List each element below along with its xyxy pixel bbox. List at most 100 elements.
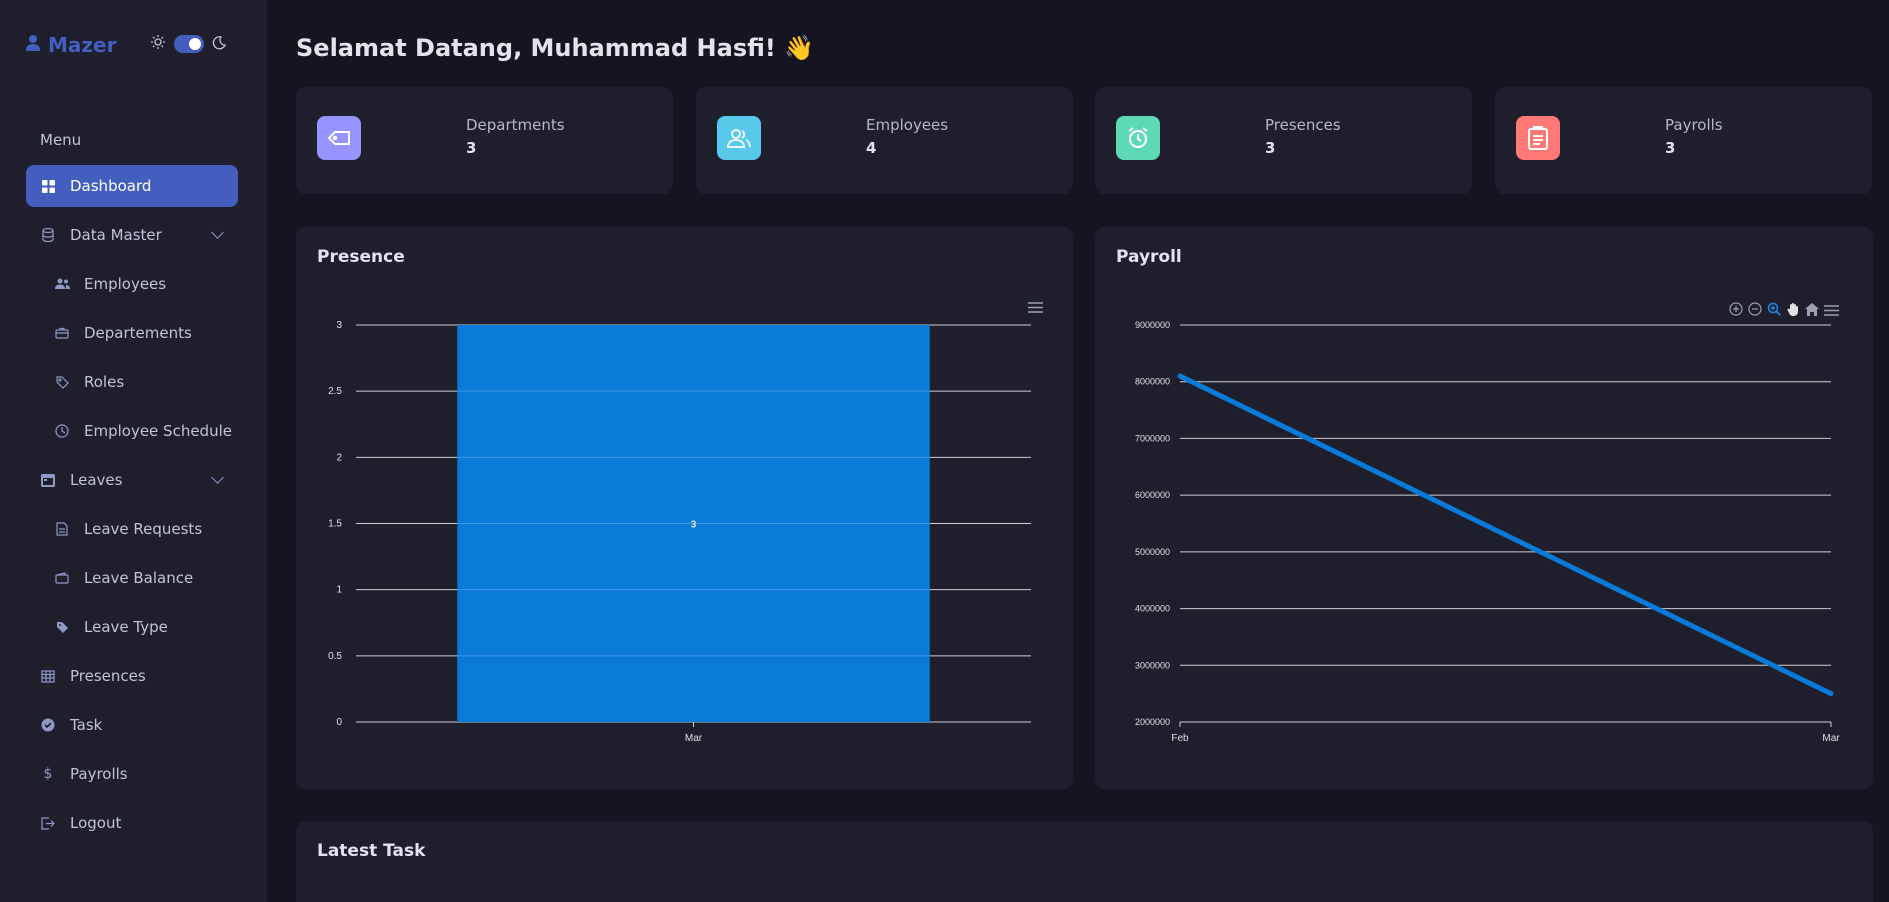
grid-icon [40,178,56,194]
sidebar-item-label: Task [70,716,103,734]
y-tick-label: 2.5 [328,386,342,397]
sidebar-item-label: Presences [70,667,146,685]
y-tick-label: 8000000 [1135,377,1170,387]
zoom-in-icon[interactable] [1729,301,1743,320]
y-tick-label: 0.5 [328,651,342,662]
y-tick-label: 2000000 [1135,717,1170,727]
people-icon [717,116,761,160]
zoom-select-icon[interactable] [1767,301,1782,320]
sidebar-item-data-master[interactable]: Data Master [26,214,238,256]
home-icon[interactable] [1805,301,1819,320]
stat-value: 3 [1665,139,1676,157]
y-tick-label: 7000000 [1135,433,1170,443]
y-tick-label: 4000000 [1135,604,1170,614]
presence-panel: Presence 0 0.5 1 1.5 2 2.5 3 3 Mar [296,227,1073,789]
sun-icon [150,34,166,54]
sidebar-item-presences[interactable]: Presences [26,655,238,697]
dollar-icon: $ [43,766,53,782]
sidebar-item-label: Roles [84,373,125,391]
y-tick-label: 9000000 [1135,320,1170,330]
y-tick-label: 6000000 [1135,490,1170,500]
people-icon [54,276,70,292]
latest-task-panel: Latest Task [296,821,1873,902]
alarm-icon [1116,116,1160,160]
series-line [1177,373,1834,697]
sidebar-item-label: Employee Schedule [84,422,232,440]
sidebar-item-label: Payrolls [70,765,128,783]
chart-toolbar [1729,301,1839,320]
sidebar-item-label: Data Master [70,226,162,244]
sidebar-item-label: Employees [84,275,167,293]
wallet-icon [54,570,70,586]
stat-value: 3 [466,139,477,157]
stat-label: Presences [1265,116,1341,134]
stat-card-payrolls: Payrolls 3 [1495,87,1872,194]
sidebar-item-label: Leaves [70,471,123,489]
sidebar-item-label: Dashboard [70,177,152,195]
payroll-chart: 2000000 3000000 4000000 5000000 6000000 70000… [1135,320,1840,744]
zoom-out-icon[interactable] [1748,301,1762,320]
y-tick-label: 1.5 [328,519,342,530]
y-tick-label: 3 [336,320,342,331]
sidebar-item-roles[interactable]: Roles [26,361,238,403]
presence-chart: 0 0.5 1 1.5 2 2.5 3 3 Mar [328,320,1031,744]
theme-switch[interactable] [174,35,204,53]
tag-icon [317,116,361,160]
page-title: Selamat Datang, Muhammad Hasfi! 👋 [296,34,815,62]
y-tick-label: 5000000 [1135,547,1170,557]
stat-card-employees: Employees 4 [696,87,1073,194]
sidebar-item-leaves[interactable]: Leaves [26,459,238,501]
presence-title: Presence [317,247,405,267]
check-circle-icon [40,717,56,733]
table-icon [40,668,56,684]
sidebar-item-leave-requests[interactable]: Leave Requests [26,508,238,550]
sidebar-item-logout[interactable]: Logout [26,802,238,844]
sidebar-item-dashboard[interactable]: Dashboard [26,165,238,207]
brand-name: Mazer [48,33,117,57]
sidebar-item-label: Leave Balance [84,569,194,587]
sidebar-item-departements[interactable]: Departements [26,312,238,354]
payroll-panel: Payroll 2000000 3000000 4000000 5000000 6000… [1095,227,1873,789]
menu-icon[interactable] [1028,302,1043,317]
y-tick-label: 2 [336,452,342,463]
stat-label: Payrolls [1665,116,1723,134]
sidebar-item-employee-schedule[interactable]: Employee Schedule [26,410,238,452]
clock-icon [54,423,70,439]
chevron-down-icon [211,471,224,484]
database-icon [40,227,56,243]
sidebar-item-leave-type[interactable]: Leave Type [26,606,238,648]
calendar-icon [40,472,56,488]
sidebar-item-leave-balance[interactable]: Leave Balance [26,557,238,599]
sidebar-item-employees[interactable]: Employees [26,263,238,305]
y-tick-label: 1 [336,585,342,596]
chevron-down-icon [211,226,224,239]
latest-task-title: Latest Task [317,841,426,861]
data-label: 3 [691,520,697,531]
tag-icon [54,374,70,390]
x-tick-label: Mar [1822,733,1840,744]
sidebar-item-label: Leave Type [84,618,168,636]
stat-label: Employees [866,116,949,134]
tag-fill-icon [54,619,70,635]
y-tick-label: 3000000 [1135,660,1170,670]
sidebar-item-label: Leave Requests [84,520,203,538]
x-tick-label: Mar [685,733,703,744]
payroll-title: Payroll [1116,247,1182,267]
stat-card-presences: Presences 3 [1095,87,1472,194]
stat-value: 3 [1265,139,1276,157]
moon-icon [212,35,226,54]
clipboard-icon [1516,116,1560,160]
sidebar-item-task[interactable]: Task [26,704,238,746]
sidebar-item-label: Logout [70,814,122,832]
brand[interactable]: Mazer [26,33,116,57]
sidebar-item-payrolls[interactable]: $ Payrolls [26,753,238,795]
stat-card-departments: Departments 3 [296,87,673,194]
menu-title: Menu [40,131,82,149]
menu-icon[interactable] [1824,301,1839,320]
pan-icon[interactable] [1786,301,1800,320]
y-tick-label: 0 [336,717,342,728]
stat-value: 4 [866,139,877,157]
logout-icon [40,815,56,831]
theme-toggle[interactable] [150,34,226,54]
sidebar: Mazer Menu Dashboard Data Master Employe… [0,0,267,902]
